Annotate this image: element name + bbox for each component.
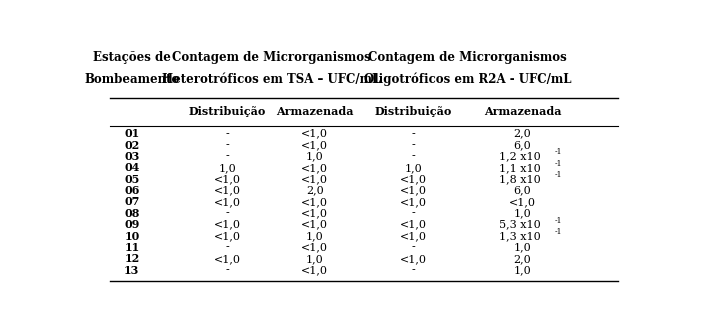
Text: -: - xyxy=(411,242,415,252)
Text: 08: 08 xyxy=(124,208,140,219)
Text: 1,0: 1,0 xyxy=(306,231,324,241)
Text: Oligotróficos em R2A - UFC/mL: Oligotróficos em R2A - UFC/mL xyxy=(364,73,572,86)
Text: 6,0: 6,0 xyxy=(514,186,532,195)
Text: 03: 03 xyxy=(124,151,140,162)
Text: <1,0: <1,0 xyxy=(400,231,427,241)
Text: <1,0: <1,0 xyxy=(214,174,241,184)
Text: -: - xyxy=(226,129,229,139)
Text: <1,0: <1,0 xyxy=(301,174,329,184)
Text: Armazenada: Armazenada xyxy=(276,106,354,117)
Text: <1,0: <1,0 xyxy=(214,220,241,230)
Text: -1: -1 xyxy=(554,217,562,225)
Text: -1: -1 xyxy=(554,149,562,156)
Text: 05: 05 xyxy=(124,174,140,185)
Text: <1,0: <1,0 xyxy=(301,242,329,252)
Text: -1: -1 xyxy=(554,228,562,236)
Text: Estações de: Estações de xyxy=(93,51,171,64)
Text: -: - xyxy=(226,265,229,275)
Text: 1,0: 1,0 xyxy=(306,152,324,161)
Text: -: - xyxy=(226,152,229,161)
Text: 1,0: 1,0 xyxy=(306,254,324,264)
Text: <1,0: <1,0 xyxy=(214,231,241,241)
Text: 10: 10 xyxy=(124,230,140,241)
Text: -: - xyxy=(226,208,229,218)
Text: <1,0: <1,0 xyxy=(301,197,329,207)
Text: 6,0: 6,0 xyxy=(514,140,532,150)
Text: 12: 12 xyxy=(124,253,140,264)
Text: 01: 01 xyxy=(124,128,140,139)
Text: <1,0: <1,0 xyxy=(509,197,536,207)
Text: Bombeamento: Bombeamento xyxy=(84,73,180,86)
Text: <1,0: <1,0 xyxy=(301,163,329,173)
Text: <1,0: <1,0 xyxy=(214,186,241,195)
Text: <1,0: <1,0 xyxy=(400,197,427,207)
Text: 1,8 x10: 1,8 x10 xyxy=(499,174,541,184)
Text: <1,0: <1,0 xyxy=(400,220,427,230)
Text: -: - xyxy=(411,129,415,139)
Text: 06: 06 xyxy=(124,185,140,196)
Text: Contagem de Microrganismos: Contagem de Microrganismos xyxy=(172,51,371,64)
Text: 13: 13 xyxy=(124,265,140,276)
Text: 2,0: 2,0 xyxy=(514,254,532,264)
Text: 2,0: 2,0 xyxy=(514,129,532,139)
Text: <1,0: <1,0 xyxy=(301,265,329,275)
Text: 1,0: 1,0 xyxy=(514,208,532,218)
Text: 1,0: 1,0 xyxy=(219,163,236,173)
Text: Heterotróficos em TSA – UFC/mL: Heterotróficos em TSA – UFC/mL xyxy=(162,73,380,86)
Text: -: - xyxy=(411,140,415,150)
Text: <1,0: <1,0 xyxy=(301,220,329,230)
Text: -: - xyxy=(226,242,229,252)
Text: <1,0: <1,0 xyxy=(301,129,329,139)
Text: 1,2 x10: 1,2 x10 xyxy=(499,152,541,161)
Text: <1,0: <1,0 xyxy=(400,186,427,195)
Text: Distribuição: Distribuição xyxy=(374,106,452,117)
Text: 1,0: 1,0 xyxy=(405,163,422,173)
Text: 2,0: 2,0 xyxy=(306,186,324,195)
Text: <1,0: <1,0 xyxy=(400,254,427,264)
Text: -: - xyxy=(226,140,229,150)
Text: -: - xyxy=(411,265,415,275)
Text: 09: 09 xyxy=(124,219,140,230)
Text: -: - xyxy=(411,208,415,218)
Text: 02: 02 xyxy=(124,140,140,151)
Text: <1,0: <1,0 xyxy=(214,197,241,207)
Text: -: - xyxy=(411,152,415,161)
Text: Armazenada: Armazenada xyxy=(484,106,561,117)
Text: <1,0: <1,0 xyxy=(301,208,329,218)
Text: 1,0: 1,0 xyxy=(514,265,532,275)
Text: 1,3 x10: 1,3 x10 xyxy=(499,231,541,241)
Text: 07: 07 xyxy=(124,196,140,207)
Text: Distribuição: Distribuição xyxy=(189,106,266,117)
Text: <1,0: <1,0 xyxy=(214,254,241,264)
Text: 04: 04 xyxy=(124,162,140,173)
Text: 1,0: 1,0 xyxy=(514,242,532,252)
Text: <1,0: <1,0 xyxy=(301,140,329,150)
Text: -1: -1 xyxy=(554,160,562,168)
Text: Contagem de Microrganismos: Contagem de Microrganismos xyxy=(369,51,568,64)
Text: 5,3 x10: 5,3 x10 xyxy=(499,220,541,230)
Text: 11: 11 xyxy=(124,242,140,253)
Text: 1,1 x10: 1,1 x10 xyxy=(499,163,541,173)
Text: <1,0: <1,0 xyxy=(400,174,427,184)
Text: -1: -1 xyxy=(554,171,562,179)
